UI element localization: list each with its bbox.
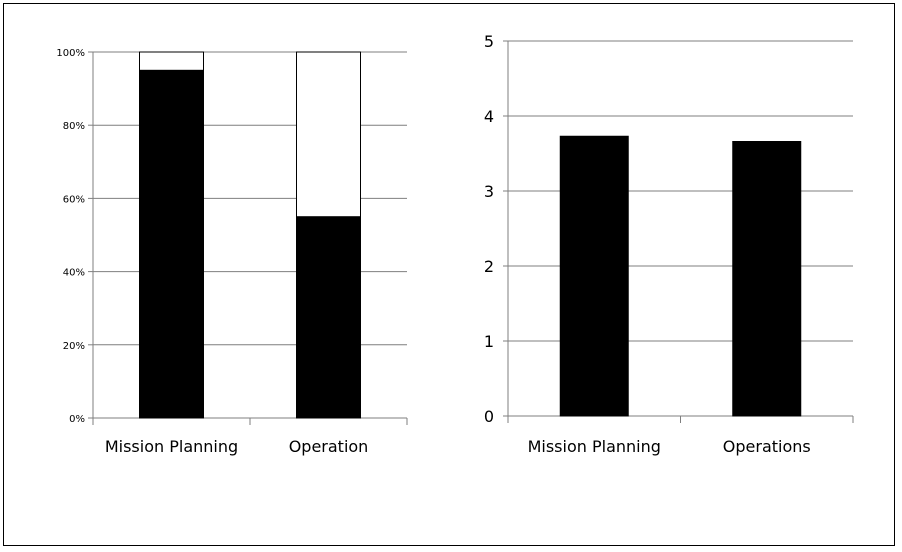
left-bar-segment bbox=[139, 51, 204, 71]
right-category-label: Mission Planning bbox=[528, 437, 661, 456]
right-category-label: Operations bbox=[723, 437, 811, 456]
left-ytick-label: 20% bbox=[63, 341, 85, 352]
left-category-label: Operation bbox=[289, 437, 369, 456]
right-ytick-label: 1 bbox=[484, 332, 494, 351]
right-ytick-label: 2 bbox=[484, 257, 494, 276]
left-ytick-label: 100% bbox=[56, 48, 85, 59]
left-category-label: Mission Planning bbox=[105, 437, 238, 456]
right-bar bbox=[559, 135, 629, 417]
left-ytick-label: 80% bbox=[63, 121, 85, 132]
right-bar bbox=[732, 141, 802, 417]
right-ytick-label: 4 bbox=[484, 107, 494, 126]
left-ytick-label: 60% bbox=[63, 194, 85, 205]
right-ytick-label: 3 bbox=[484, 182, 494, 201]
left-bar-segment bbox=[296, 216, 361, 419]
left-ytick-label: 0% bbox=[69, 414, 85, 425]
right-ytick-label: 5 bbox=[484, 32, 494, 51]
left-bar-segment bbox=[139, 69, 204, 419]
left-bar-segment bbox=[296, 51, 361, 218]
right-ytick-label: 0 bbox=[484, 407, 494, 426]
left-ytick-label: 40% bbox=[63, 268, 85, 279]
